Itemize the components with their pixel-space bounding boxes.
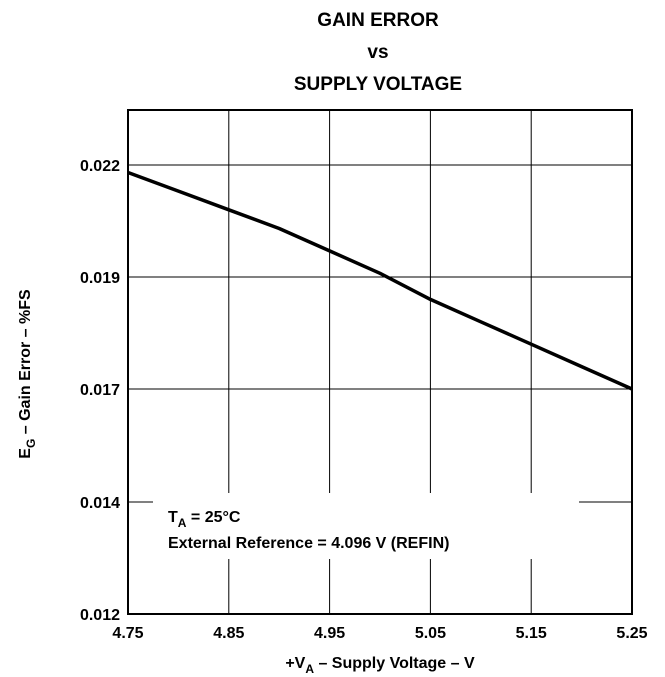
chart-title-line-2: vs bbox=[367, 42, 388, 63]
y-axis-label: EG – Gain Error – %FS bbox=[17, 289, 38, 459]
series-group bbox=[127, 170, 633, 391]
x-tick-label: 4.85 bbox=[213, 625, 244, 642]
annotation-reference: External Reference = 4.096 V (REFIN) bbox=[168, 535, 449, 552]
y-tick-label: 0.019 bbox=[80, 270, 120, 287]
chart-title-line-3: SUPPLY VOLTAGE bbox=[294, 74, 462, 95]
chart-title-line-1: GAIN ERROR bbox=[317, 10, 439, 31]
y-tick-label: 0.012 bbox=[80, 607, 120, 624]
plot-frame bbox=[127, 109, 633, 615]
y-tick-label: 0.014 bbox=[80, 495, 120, 512]
x-tick-label: 5.05 bbox=[415, 625, 446, 642]
x-tick-label: 5.25 bbox=[616, 625, 647, 642]
x-tick-label: 4.75 bbox=[112, 625, 143, 642]
y-tick-label: 0.022 bbox=[80, 158, 120, 175]
plot-border bbox=[127, 109, 633, 615]
y-tick-label: 0.017 bbox=[80, 382, 120, 399]
x-tick-label: 4.95 bbox=[314, 625, 345, 642]
x-axis-label: +VA – Supply Voltage – V bbox=[285, 655, 475, 676]
series-line bbox=[127, 170, 633, 391]
x-tick-label: 5.15 bbox=[516, 625, 547, 642]
tick-labels: 4.75 4.85 4.95 5.05 5.15 5.25 0.012 0.014 0.017 0… bbox=[80, 158, 648, 642]
annotation-background bbox=[153, 493, 579, 559]
annotation-temperature: TA = 25°C bbox=[168, 509, 241, 530]
